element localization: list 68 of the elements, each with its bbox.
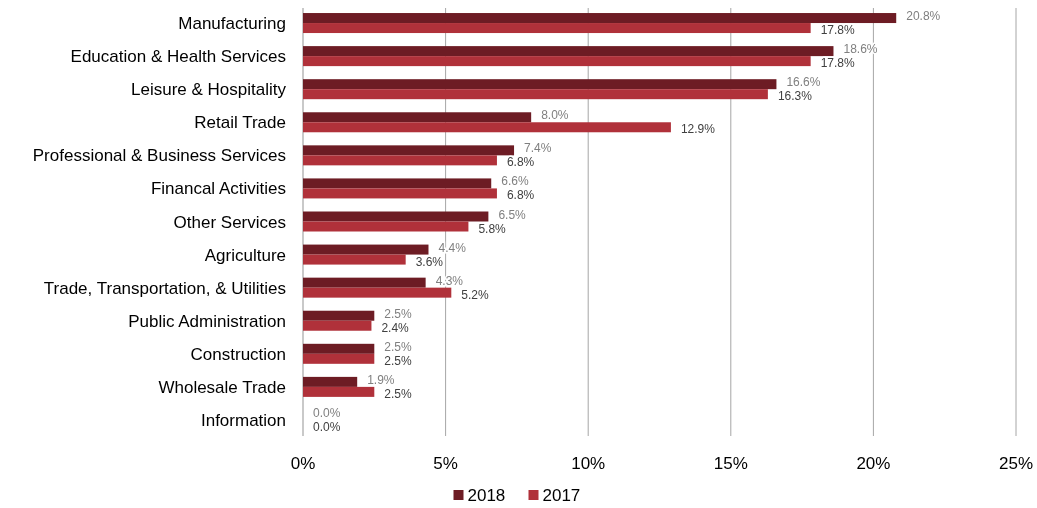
bar	[303, 46, 834, 57]
y-tick-label: Agriculture	[204, 245, 286, 265]
x-tick-label: 10%	[571, 454, 606, 473]
data-label: 3.6%	[415, 254, 444, 269]
data-label: 2.5%	[384, 353, 412, 368]
x-tick-label: 15%	[713, 454, 748, 473]
bar	[303, 79, 777, 90]
data-label: 20.8%	[906, 9, 941, 24]
x-tick-label: 5%	[433, 454, 458, 473]
data-label: 0.0%	[313, 405, 341, 420]
x-tick-label: 0%	[290, 454, 316, 473]
bar	[303, 254, 406, 265]
data-label: 16.6%	[786, 75, 821, 90]
data-label: 2.5%	[384, 339, 412, 354]
bar	[303, 320, 372, 331]
data-label: 8.0%	[541, 108, 569, 123]
bar	[303, 56, 811, 67]
y-tick-label: Construction	[190, 344, 286, 364]
y-tick-label: Professional & Business Services	[32, 146, 286, 166]
data-label: 2.5%	[384, 306, 412, 321]
bar	[303, 386, 375, 397]
data-label: 17.8%	[820, 56, 856, 71]
data-label: 0.0%	[313, 419, 341, 434]
bar	[303, 23, 811, 34]
y-tick-label: Manufacturing	[178, 14, 286, 34]
data-label: 6.8%	[506, 188, 535, 203]
data-label: 16.3%	[777, 89, 813, 104]
bar	[303, 310, 375, 321]
y-tick-label: Information	[200, 410, 286, 430]
y-tick-label: Trade, Transportation, & Utilities	[43, 278, 286, 298]
y-tick-label: Education & Health Services	[70, 47, 286, 67]
y-tick-label: Financal Activities	[150, 179, 286, 199]
bar	[303, 343, 375, 354]
x-tick-label: 25%	[998, 454, 1034, 473]
y-tick-label: Retail Trade	[194, 113, 286, 133]
data-label: 6.5%	[498, 207, 527, 222]
legend-label: 2017	[542, 486, 581, 505]
y-tick-label: Wholesale Trade	[158, 377, 286, 397]
y-tick-label: Other Services	[173, 212, 286, 232]
bar	[303, 122, 671, 133]
bar	[303, 145, 515, 156]
data-label: 6.6%	[501, 174, 529, 189]
bar	[303, 155, 497, 166]
bar	[303, 13, 897, 24]
y-tick-label: Leisure & Hospitality	[131, 80, 287, 100]
bar	[303, 277, 426, 288]
data-label: 17.8%	[820, 23, 856, 38]
data-label: 12.9%	[680, 122, 716, 137]
data-label: 5.2%	[461, 287, 489, 302]
bar	[303, 287, 452, 298]
data-label: 5.8%	[478, 221, 507, 236]
bar	[303, 188, 497, 199]
bar	[303, 112, 532, 123]
bar	[303, 221, 469, 232]
bar	[303, 89, 768, 100]
bar	[303, 178, 492, 189]
data-label: 7.4%	[524, 141, 552, 156]
y-tick-label: Public Administration	[128, 311, 286, 331]
data-label: 2.5%	[384, 386, 412, 401]
bar	[303, 211, 489, 222]
legend-label: 2018	[467, 486, 506, 505]
bar	[303, 244, 429, 255]
bar	[303, 353, 375, 364]
data-label: 1.9%	[367, 372, 395, 387]
bar	[303, 376, 358, 387]
x-tick-label: 20%	[856, 454, 891, 473]
data-label: 6.8%	[506, 155, 535, 170]
data-label: 2.4%	[381, 320, 410, 335]
